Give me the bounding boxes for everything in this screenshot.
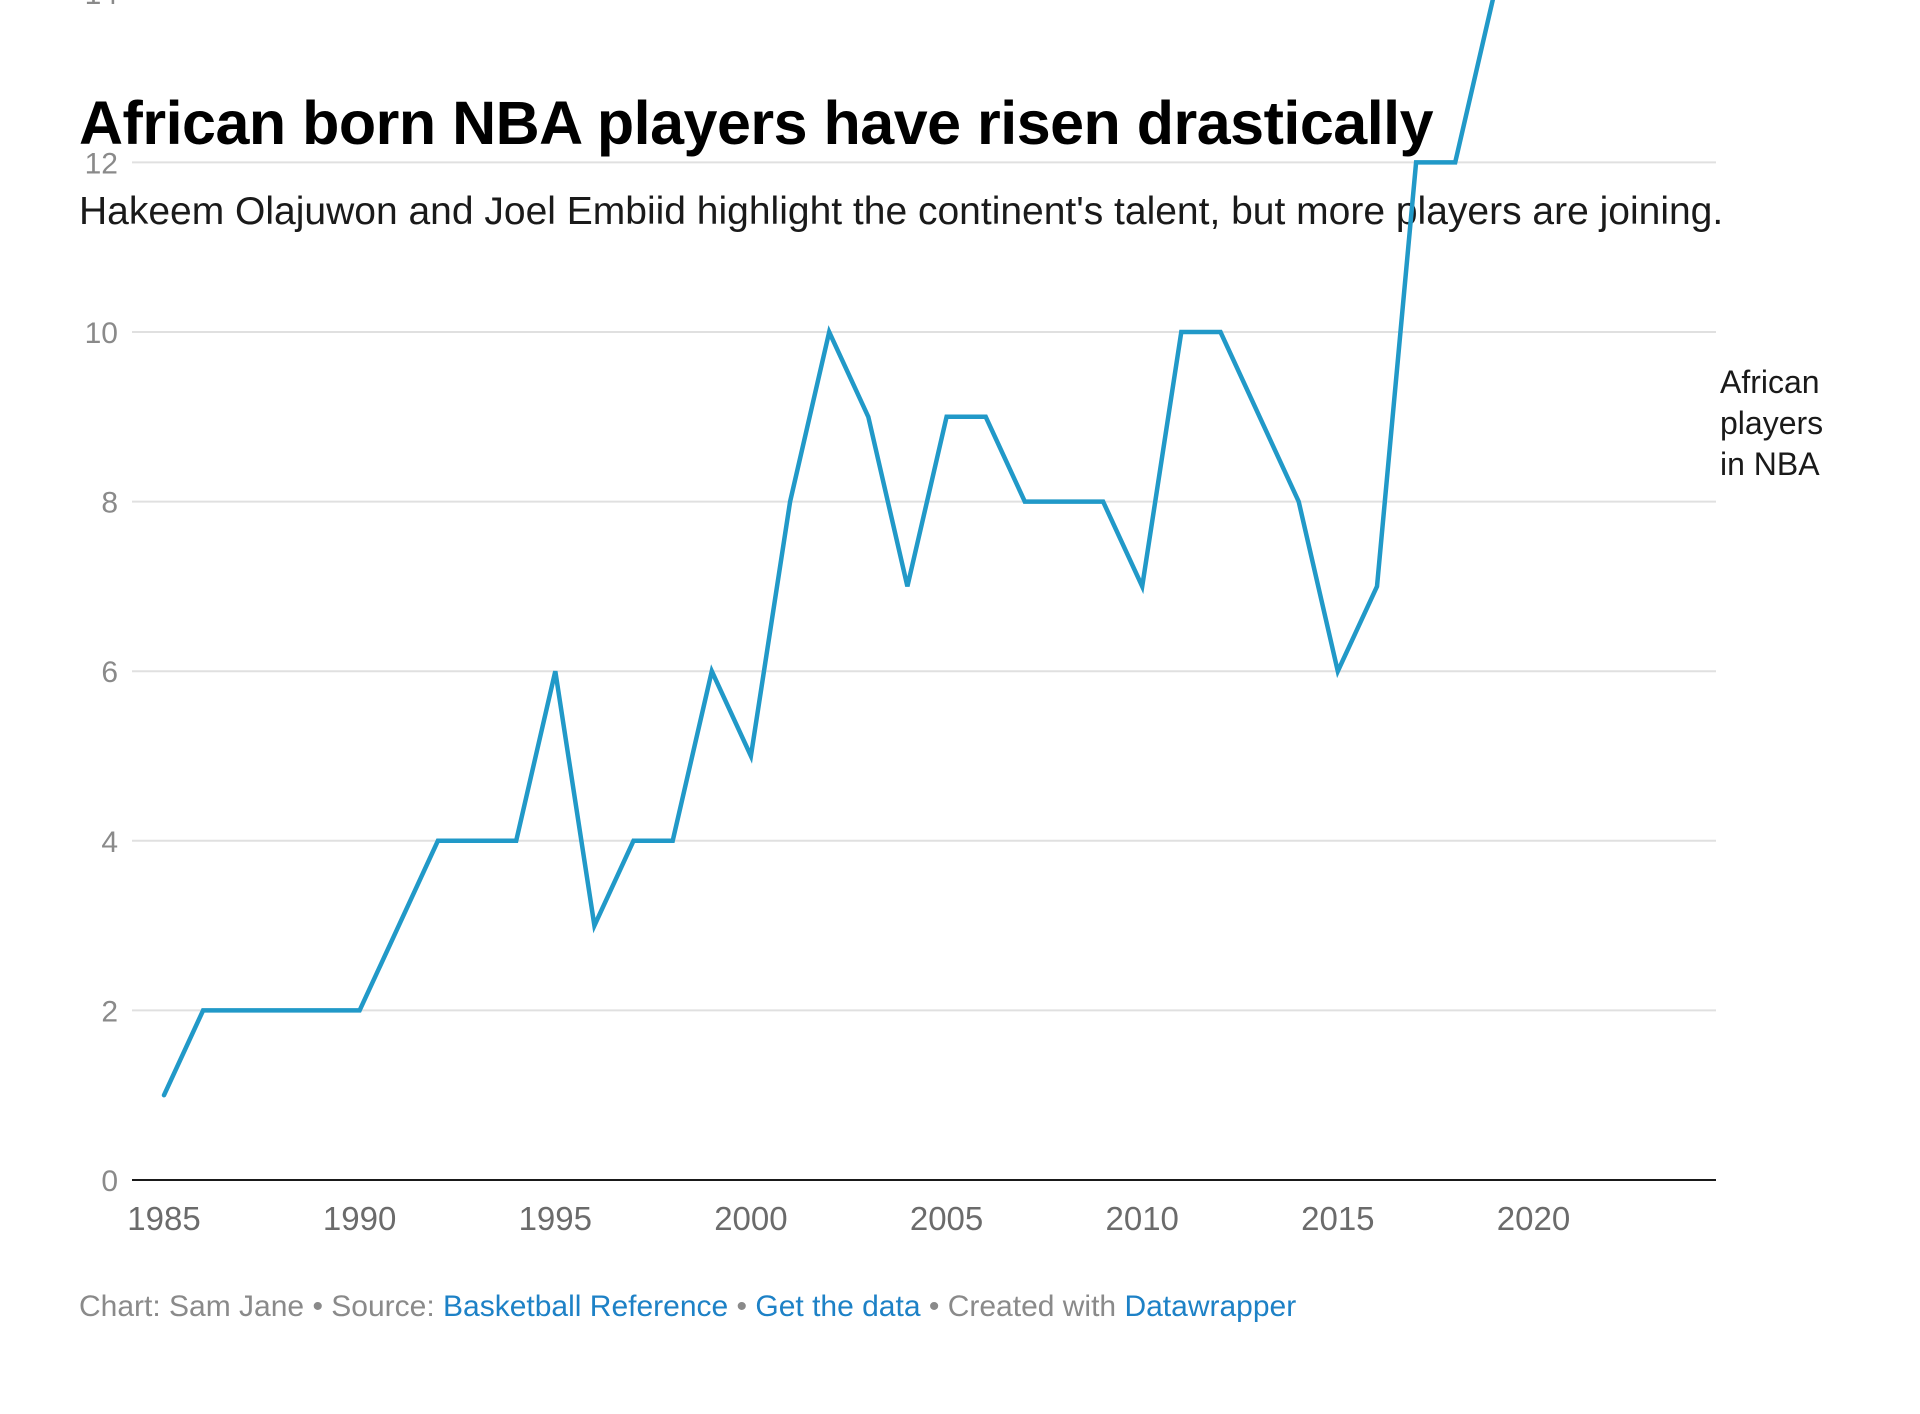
x-tick-label: 1985 xyxy=(127,1200,200,1237)
get-data-link[interactable]: Get the data xyxy=(755,1290,921,1323)
y-tick-label: 0 xyxy=(101,1165,118,1198)
footer-separator: • xyxy=(728,1290,756,1323)
created-with-prefix: Created with xyxy=(947,1290,1125,1323)
series-line xyxy=(161,0,1496,1098)
footer-separator: • xyxy=(304,1290,332,1323)
x-tick-label: 2020 xyxy=(1497,1200,1570,1237)
y-tick-label: 10 xyxy=(85,317,118,350)
source-link[interactable]: Basketball Reference xyxy=(443,1290,729,1323)
series-group xyxy=(161,0,1496,1098)
source-prefix: Source: xyxy=(331,1290,444,1323)
series-label-group: African players in NBA xyxy=(1720,364,1823,482)
chart-credit: Chart: Sam Jane xyxy=(79,1290,305,1323)
chart-footer: Chart: Sam Jane • Source: Basketball Ref… xyxy=(79,1290,1296,1324)
x-tick-label: 2015 xyxy=(1301,1200,1374,1237)
x-tick-label: 2000 xyxy=(714,1200,787,1237)
footer-separator: • xyxy=(920,1290,948,1323)
datawrapper-link[interactable]: Datawrapper xyxy=(1124,1290,1297,1323)
chart-title: African born NBA players have risen dras… xyxy=(79,89,1434,157)
series-label: African players in NBA xyxy=(1720,364,1823,482)
y-tick-label: 8 xyxy=(101,487,118,520)
y-tick-label: 12 xyxy=(85,147,118,180)
y-axis-ticks: 02468101214161820 xyxy=(85,0,118,1198)
series-label-line: African xyxy=(1720,364,1820,400)
x-tick-label: 1990 xyxy=(323,1200,396,1237)
x-tick-label: 2010 xyxy=(1105,1200,1178,1237)
y-tick-label: 6 xyxy=(101,656,118,689)
series-label-line: in NBA xyxy=(1720,446,1820,482)
y-tick-label: 4 xyxy=(101,826,118,859)
y-tick-label: 2 xyxy=(101,995,118,1028)
x-tick-label: 1995 xyxy=(519,1200,592,1237)
chart-subtitle: Hakeem Olajuwon and Joel Embiid highligh… xyxy=(79,190,1724,233)
series-label-line: players xyxy=(1720,405,1823,441)
y-tick-label: 14 xyxy=(85,0,118,11)
x-tick-label: 2005 xyxy=(910,1200,983,1237)
x-axis-ticks: 1985 1990 1995 2000 2005 2010 2015 2020 xyxy=(127,1200,1570,1237)
